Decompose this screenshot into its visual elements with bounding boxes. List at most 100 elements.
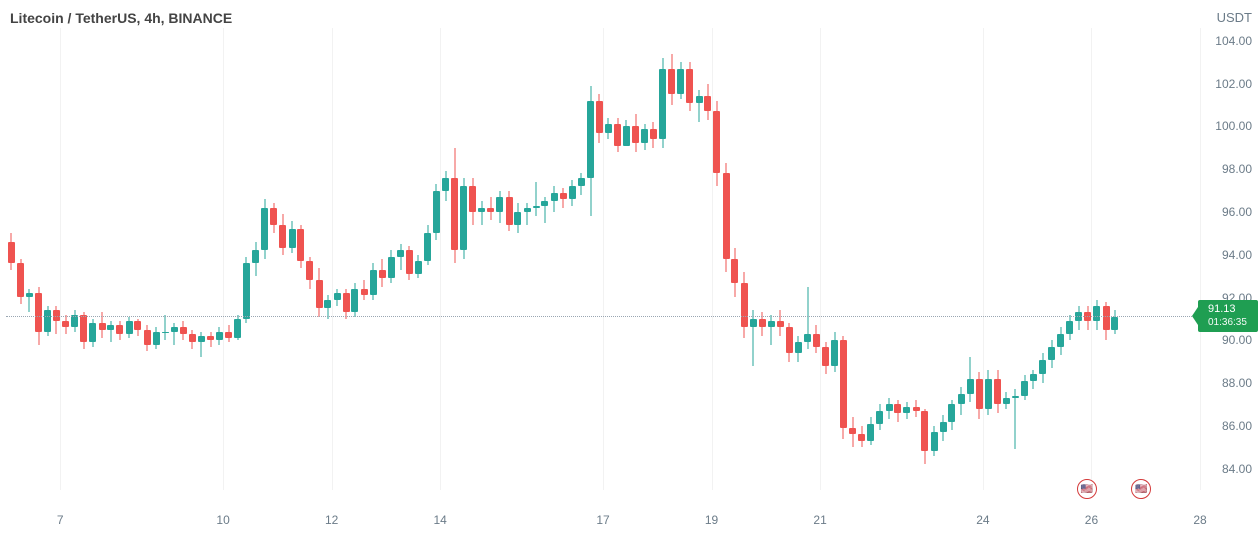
candle[interactable] bbox=[958, 387, 965, 415]
candle[interactable] bbox=[171, 323, 178, 344]
candle[interactable] bbox=[713, 101, 720, 187]
candle[interactable] bbox=[388, 250, 395, 282]
candle[interactable] bbox=[1103, 302, 1110, 341]
candle[interactable] bbox=[351, 283, 358, 317]
candle[interactable] bbox=[741, 272, 748, 338]
candle[interactable] bbox=[162, 315, 169, 341]
candle[interactable] bbox=[777, 310, 784, 336]
candle[interactable] bbox=[478, 201, 485, 225]
event-marker-icon[interactable]: 🇺🇸 bbox=[1077, 479, 1097, 499]
candle[interactable] bbox=[89, 319, 96, 347]
candle[interactable] bbox=[1075, 306, 1082, 330]
candle[interactable] bbox=[967, 357, 974, 402]
candle[interactable] bbox=[379, 259, 386, 287]
candle[interactable] bbox=[180, 321, 187, 340]
candle[interactable] bbox=[696, 90, 703, 122]
candle[interactable] bbox=[813, 325, 820, 353]
candle[interactable] bbox=[1057, 327, 1064, 355]
candle[interactable] bbox=[316, 268, 323, 317]
candle[interactable] bbox=[578, 173, 585, 194]
candle[interactable] bbox=[731, 248, 738, 297]
candle[interactable] bbox=[723, 163, 730, 272]
candle[interactable] bbox=[289, 221, 296, 253]
candle[interactable] bbox=[913, 400, 920, 417]
candle[interactable] bbox=[343, 289, 350, 319]
candle[interactable] bbox=[858, 426, 865, 447]
candle[interactable] bbox=[894, 400, 901, 421]
candle[interactable] bbox=[252, 242, 259, 276]
candle[interactable] bbox=[569, 180, 576, 206]
candle[interactable] bbox=[433, 184, 440, 240]
candle[interactable] bbox=[1003, 392, 1010, 409]
candle[interactable] bbox=[1111, 310, 1118, 334]
candle[interactable] bbox=[207, 332, 214, 347]
candle[interactable] bbox=[541, 197, 548, 223]
candle[interactable] bbox=[496, 191, 503, 223]
candle[interactable] bbox=[514, 203, 521, 233]
candle[interactable] bbox=[1048, 340, 1055, 368]
candle[interactable] bbox=[126, 317, 133, 338]
candle[interactable] bbox=[487, 197, 494, 221]
candle[interactable] bbox=[750, 310, 757, 366]
candle[interactable] bbox=[397, 244, 404, 270]
candle[interactable] bbox=[632, 114, 639, 153]
candle[interactable] bbox=[641, 124, 648, 150]
candle[interactable] bbox=[8, 233, 15, 269]
candle[interactable] bbox=[921, 409, 928, 465]
candle[interactable] bbox=[1084, 306, 1091, 330]
candle[interactable] bbox=[469, 178, 476, 225]
candle[interactable] bbox=[840, 336, 847, 439]
event-marker-icon[interactable]: 🇺🇸 bbox=[1131, 479, 1151, 499]
candle[interactable] bbox=[903, 402, 910, 419]
candle[interactable] bbox=[668, 54, 675, 105]
candle[interactable] bbox=[587, 86, 594, 216]
candle[interactable] bbox=[225, 325, 232, 342]
candle[interactable] bbox=[976, 372, 983, 419]
candle[interactable] bbox=[107, 321, 114, 342]
candle[interactable] bbox=[424, 225, 431, 266]
candle[interactable] bbox=[406, 246, 413, 280]
candle[interactable] bbox=[551, 186, 558, 212]
candle[interactable] bbox=[1039, 353, 1046, 383]
candle[interactable] bbox=[279, 214, 286, 255]
candle[interactable] bbox=[216, 327, 223, 344]
last-price-tag[interactable]: 91.1301:36:35 bbox=[1198, 300, 1258, 332]
candle[interactable] bbox=[704, 84, 711, 120]
candle[interactable] bbox=[1066, 315, 1073, 341]
candle[interactable] bbox=[116, 321, 123, 340]
candle[interactable] bbox=[1012, 389, 1019, 449]
candle[interactable] bbox=[334, 289, 341, 306]
candle[interactable] bbox=[62, 315, 69, 334]
candle[interactable] bbox=[831, 332, 838, 373]
candle[interactable] bbox=[786, 323, 793, 362]
candle[interactable] bbox=[297, 225, 304, 268]
candle[interactable] bbox=[17, 259, 24, 304]
candle[interactable] bbox=[442, 171, 449, 201]
candle[interactable] bbox=[524, 203, 531, 224]
candle[interactable] bbox=[804, 287, 811, 349]
candle[interactable] bbox=[985, 370, 992, 415]
candle[interactable] bbox=[80, 312, 87, 348]
candle[interactable] bbox=[198, 332, 205, 358]
candle[interactable] bbox=[822, 342, 829, 374]
candle[interactable] bbox=[361, 280, 368, 299]
candle[interactable] bbox=[795, 336, 802, 362]
candle[interactable] bbox=[243, 257, 250, 323]
candle[interactable] bbox=[533, 182, 540, 216]
candle[interactable] bbox=[451, 148, 458, 264]
candle[interactable] bbox=[44, 306, 51, 336]
candle[interactable] bbox=[189, 330, 196, 349]
candle[interactable] bbox=[686, 62, 693, 111]
candle[interactable] bbox=[605, 118, 612, 139]
candle[interactable] bbox=[144, 325, 151, 351]
candle[interactable] bbox=[849, 417, 856, 447]
candle[interactable] bbox=[886, 398, 893, 419]
candle[interactable] bbox=[270, 203, 277, 233]
candle[interactable] bbox=[677, 62, 684, 98]
candle[interactable] bbox=[53, 306, 60, 334]
candle[interactable] bbox=[26, 289, 33, 313]
candle[interactable] bbox=[876, 404, 883, 430]
candle[interactable] bbox=[614, 118, 621, 152]
candle[interactable] bbox=[1021, 375, 1028, 401]
candle[interactable] bbox=[370, 263, 377, 299]
